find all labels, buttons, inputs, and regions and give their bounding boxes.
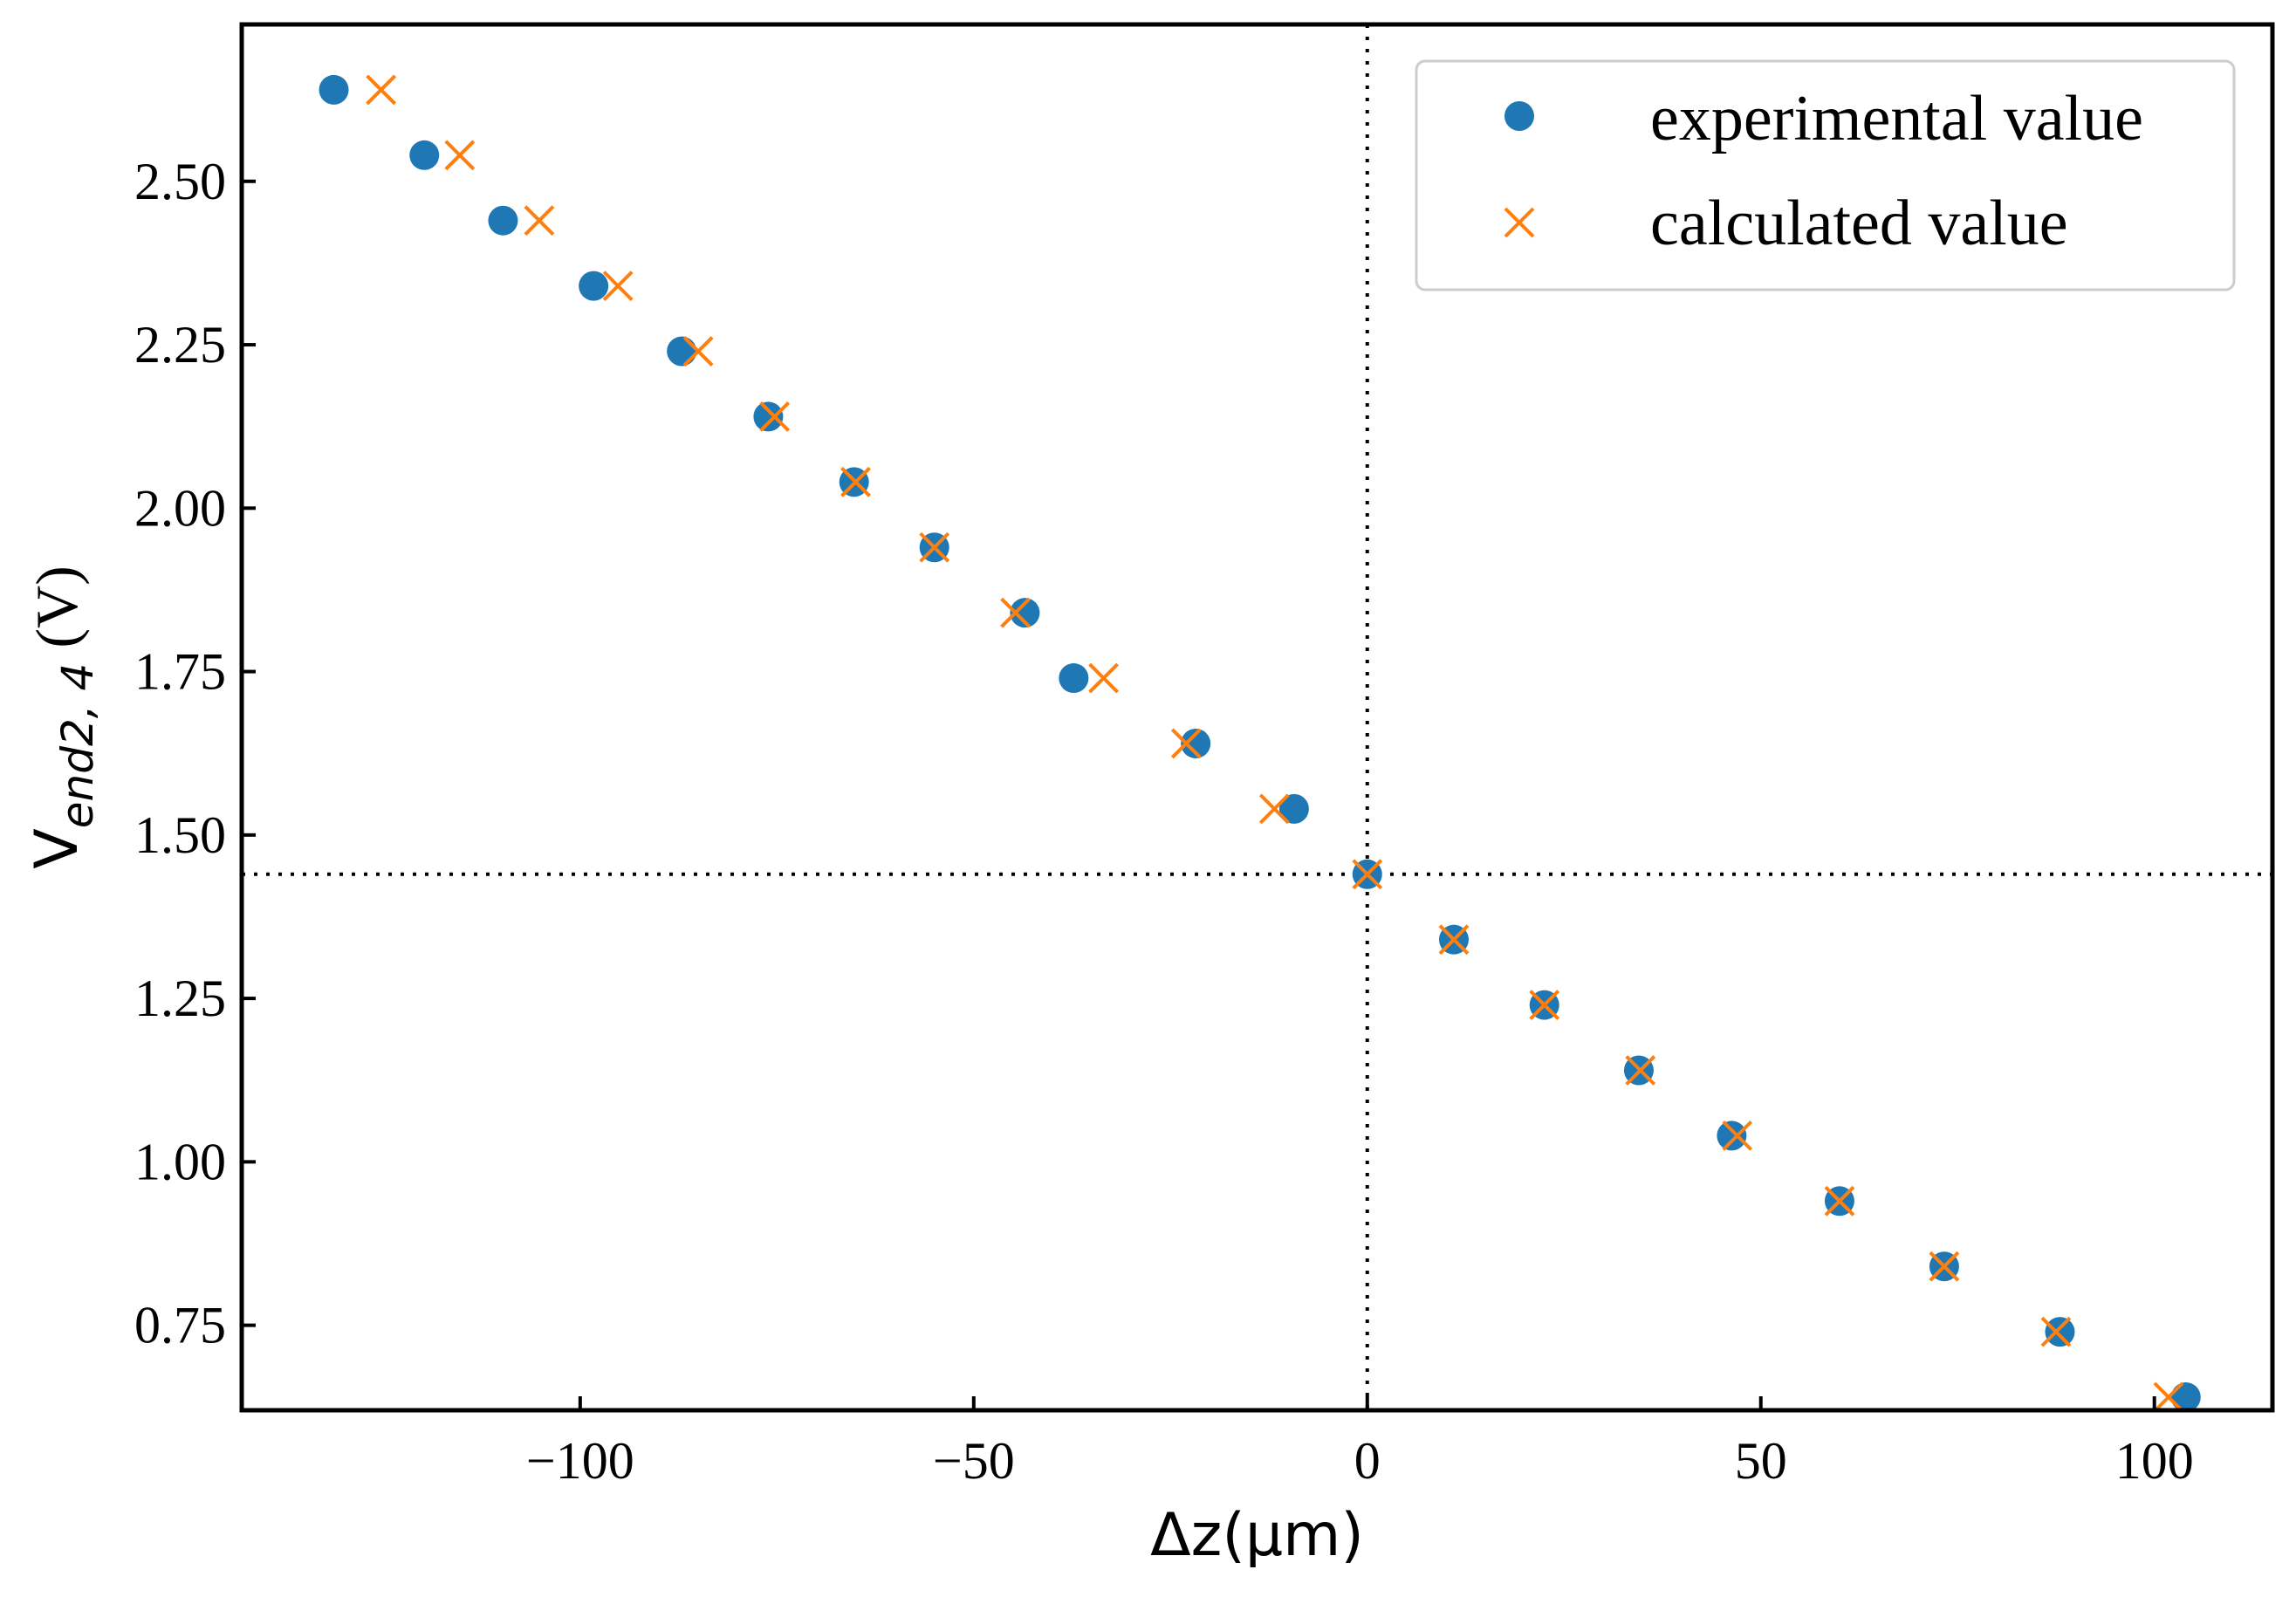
x-tick-label: 100 xyxy=(2115,1432,2194,1490)
legend-label-calculated: calculated value xyxy=(1650,188,2068,259)
plot-frame xyxy=(239,22,2275,1413)
calculated-point xyxy=(1258,793,1290,825)
calculated-point xyxy=(1529,990,1560,1020)
calculated-point xyxy=(1929,1251,1960,1282)
experimental-point xyxy=(2045,1317,2075,1347)
y-tick-label: 2.25 xyxy=(134,316,226,374)
experimental-point xyxy=(1278,793,1309,824)
experimental-point xyxy=(753,401,784,432)
y-axis-title: Vend2, 4 (V) xyxy=(23,565,103,869)
y-tick-label: 1.75 xyxy=(134,643,226,701)
experimental-point xyxy=(488,205,518,236)
y-tick-label: 1.50 xyxy=(134,806,226,864)
calculated-point xyxy=(1088,662,1120,694)
experimental-point xyxy=(1059,663,1089,694)
calculated-point xyxy=(366,74,397,106)
calculated-point xyxy=(1352,859,1383,890)
calculated-point xyxy=(1625,1055,1656,1086)
y-tick-label: 0.75 xyxy=(134,1297,226,1354)
y-axis: 0.75 1.00 1.25 1.50 1.75 2.00 2.25 2.50 xyxy=(134,153,256,1354)
calculated-point xyxy=(2040,1316,2072,1347)
legend: experimental value calculated value xyxy=(1415,59,2236,291)
y-tick-label: 2.50 xyxy=(134,153,226,210)
experimental-point xyxy=(579,271,609,301)
plot-points xyxy=(319,74,2201,1413)
calculated-point xyxy=(524,205,555,236)
x-tick-label: 0 xyxy=(1354,1432,1381,1490)
calculated-point xyxy=(1000,597,1031,628)
y-tick-label: 1.00 xyxy=(134,1133,226,1190)
legend-marker-experimental xyxy=(1504,101,1534,131)
calculated-point xyxy=(1170,728,1202,759)
legend-marker-calculated xyxy=(1504,207,1535,238)
calculated-point xyxy=(682,336,714,367)
y-tick-label: 1.25 xyxy=(134,970,226,1027)
calculated-point xyxy=(602,271,634,302)
x-axis: −100 −50 0 50 100 xyxy=(526,1396,2194,1490)
experimental-point xyxy=(2170,1382,2201,1413)
calculated-point xyxy=(2153,1381,2184,1413)
reference-lines xyxy=(242,24,2272,1410)
calculated-point xyxy=(1438,924,1470,956)
experimental-point xyxy=(409,140,440,170)
calculated-point xyxy=(1722,1120,1753,1151)
legend-label-experimental: experimental value xyxy=(1650,83,2143,154)
calculated-point xyxy=(1824,1185,1855,1217)
y-axis-title-base: V xyxy=(23,828,92,869)
experimental-point xyxy=(1717,1121,1747,1151)
experimental-point xyxy=(1181,728,1211,758)
y-axis-title-unit: (V) xyxy=(24,565,90,662)
experimental-point xyxy=(1010,598,1040,628)
experimental-point xyxy=(319,74,349,105)
calculated-point xyxy=(444,140,476,171)
x-tick-label: 50 xyxy=(1735,1432,1787,1490)
x-tick-label: −100 xyxy=(526,1432,634,1490)
calculated-point xyxy=(759,401,791,432)
experimental-point xyxy=(667,336,697,367)
x-tick-label: −50 xyxy=(933,1432,1015,1490)
calculated-point xyxy=(840,466,871,497)
x-axis-title: Δz(μm) xyxy=(1150,1501,1364,1570)
calculated-point xyxy=(919,531,950,563)
y-tick-label: 2.00 xyxy=(134,479,226,537)
legend-box xyxy=(1415,59,2236,291)
y-axis-title-subscript: end2, 4 xyxy=(52,663,103,829)
